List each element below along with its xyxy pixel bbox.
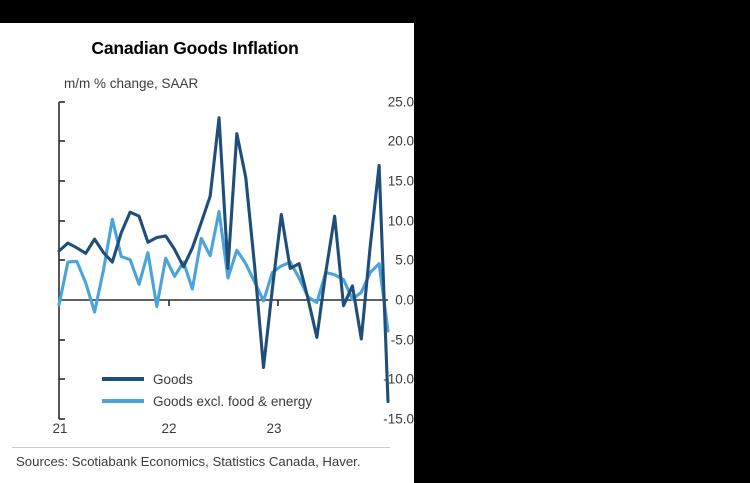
series-line-goods-excl-food-energy <box>57 209 390 333</box>
y-axis <box>58 101 65 420</box>
legend-swatch-goods-excl-food-energy <box>102 399 144 403</box>
ytick-label: 0.0 <box>395 292 414 308</box>
ytick-label: 20.0 <box>387 133 414 149</box>
chart-figure: Canadian Goods Inflation m/m % change, S… <box>0 23 414 483</box>
xtick-label: 22 <box>161 421 177 436</box>
ytick-label: -5.0 <box>390 332 414 348</box>
legend-item-goods-excl-food-energy: Goods excl. food & energy <box>102 390 392 412</box>
xtick-label: 23 <box>266 421 282 436</box>
chart-canvas <box>57 101 390 420</box>
legend-label: Goods <box>153 371 193 387</box>
legend-swatch-goods <box>102 377 144 381</box>
ytick-label: -10.0 <box>383 371 414 387</box>
plot-area: m/m % change, SAAR 25.0 20.0 15.0 10.0 5… <box>0 23 414 443</box>
series-line-goods <box>57 116 390 404</box>
page-title: Canadian Goods Inflation <box>91 38 299 58</box>
legend-label: Goods excl. food & energy <box>153 393 313 409</box>
x-axis-zero-line <box>59 299 388 306</box>
ytick-label: 10.0 <box>387 213 414 229</box>
ytick-label: 5.0 <box>395 252 414 268</box>
xtick-label: 21 <box>52 421 68 436</box>
ytick-label: 15.0 <box>387 173 414 189</box>
ytick-label: 25.0 <box>387 94 414 110</box>
legend-item-goods: Goods <box>102 368 392 390</box>
legend: Goods Goods excl. food & energy <box>102 368 392 412</box>
source-note: Sources: Scotiabank Economics, Statistic… <box>16 454 361 469</box>
ytick-label: -15.0 <box>383 411 414 427</box>
axis-subtitle: m/m % change, SAAR <box>64 76 199 91</box>
divider <box>12 447 390 448</box>
